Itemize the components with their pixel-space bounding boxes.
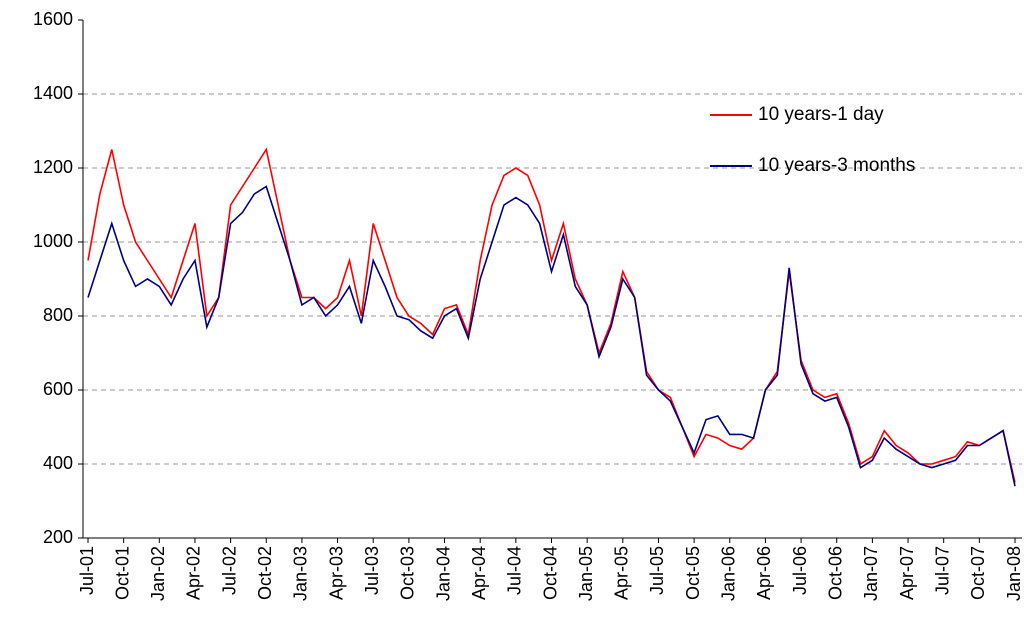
- legend-label: 10 years-1 day: [758, 104, 884, 125]
- x-tick-label: Jul-02: [219, 546, 239, 595]
- x-tick-label: Jan-05: [576, 546, 596, 601]
- x-tick-label: Apr-03: [326, 546, 346, 600]
- x-tick-label: Jan-03: [291, 546, 311, 601]
- x-tick-label: Oct-01: [112, 546, 132, 600]
- x-tick-label: Jan-08: [1004, 546, 1024, 601]
- x-tick-label: Jul-01: [77, 546, 97, 595]
- x-tick-label: Apr-04: [469, 546, 489, 600]
- x-tick-label: Jul-06: [790, 546, 810, 595]
- x-tick-label: Oct-07: [968, 546, 988, 600]
- x-tick-label: Jul-05: [647, 546, 667, 595]
- y-tick-label: 600: [43, 379, 73, 399]
- x-tick-label: Jan-04: [433, 546, 453, 601]
- x-tick-label: Jan-02: [148, 546, 168, 601]
- x-tick-label: Oct-06: [825, 546, 845, 600]
- x-tick-label: Jan-06: [719, 546, 739, 601]
- y-tick-label: 1000: [33, 231, 73, 251]
- y-tick-label: 1400: [33, 83, 73, 103]
- y-tick-label: 1600: [33, 9, 73, 29]
- x-tick-label: Apr-02: [184, 546, 204, 600]
- x-tick-label: Jul-03: [362, 546, 382, 595]
- x-tick-label: Jan-07: [861, 546, 881, 601]
- x-tick-label: Jul-04: [505, 546, 525, 595]
- x-tick-label: Oct-05: [683, 546, 703, 600]
- x-tick-label: Oct-04: [540, 546, 560, 600]
- y-tick-label: 1200: [33, 157, 73, 177]
- x-tick-label: Apr-05: [612, 546, 632, 600]
- x-tick-label: Apr-06: [754, 546, 774, 600]
- y-tick-label: 800: [43, 305, 73, 325]
- series-line: [87, 185, 1016, 487]
- y-tick-label: 400: [43, 453, 73, 473]
- legend-label: 10 years-3 months: [758, 155, 915, 176]
- series-line: [87, 147, 1016, 483]
- x-tick-label: Apr-07: [897, 546, 917, 600]
- x-tick-label: Jul-07: [932, 546, 952, 595]
- x-tick-label: Oct-02: [255, 546, 275, 600]
- y-tick-label: 200: [43, 527, 73, 547]
- x-tick-label: Oct-03: [398, 546, 418, 600]
